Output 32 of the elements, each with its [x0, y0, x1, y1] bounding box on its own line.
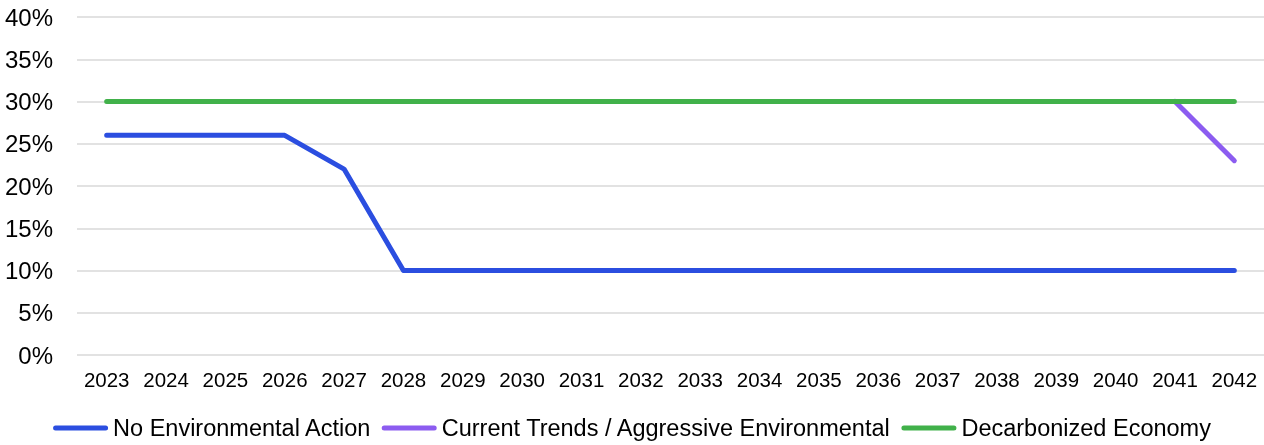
y-tick-label: 10% — [4, 257, 53, 284]
x-tick-label: 2031 — [558, 368, 605, 391]
y-tick-label: 15% — [4, 214, 53, 242]
x-tick-label: 2034 — [736, 368, 783, 391]
x-tick-label: 2041 — [1152, 368, 1198, 391]
x-tick-label: 2038 — [974, 368, 1020, 391]
legend-label: Decarbonized Economy — [961, 415, 1212, 441]
y-tick-label: 5% — [18, 299, 53, 327]
x-tick-label: 2030 — [499, 368, 545, 391]
legend-label: Current Trends / Aggressive Environmental — [441, 415, 890, 441]
x-tick-label: 2040 — [1092, 368, 1139, 391]
x-tick-label: 2024 — [143, 368, 189, 391]
y-tick-label: 25% — [4, 130, 53, 158]
x-tick-label: 2026 — [261, 368, 308, 391]
x-tick-label: 2032 — [618, 368, 664, 391]
y-tick-label: 20% — [4, 172, 53, 200]
x-tick-label: 2035 — [796, 368, 842, 391]
x-tick-label: 2025 — [202, 368, 249, 391]
x-tick-label: 2037 — [914, 368, 961, 391]
y-tick-label: 40% — [4, 3, 53, 31]
x-tick-label: 2029 — [439, 368, 486, 391]
y-tick-label: 0% — [18, 341, 53, 369]
x-tick-label: 2036 — [855, 368, 902, 391]
y-tick-label: 30% — [4, 88, 53, 115]
legend-label: No Environmental Action — [113, 415, 371, 441]
x-tick-label: 2023 — [83, 368, 130, 391]
x-tick-label: 2042 — [1211, 368, 1258, 391]
x-tick-label: 2028 — [380, 368, 427, 391]
x-tick-label: 2033 — [677, 368, 723, 391]
x-tick-label: 2027 — [321, 368, 367, 391]
y-tick-label: 35% — [4, 45, 53, 73]
x-tick-label: 2039 — [1033, 368, 1080, 391]
